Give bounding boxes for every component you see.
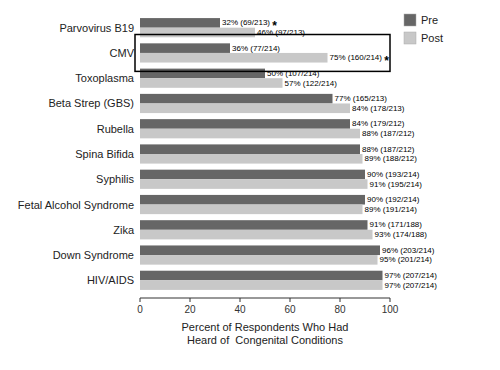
bar [140, 94, 333, 104]
bar [140, 205, 363, 215]
bar [140, 18, 220, 28]
category-label: Fetal Alcohol Syndrome [18, 199, 134, 211]
bar [140, 129, 360, 139]
annotation: * [272, 19, 277, 33]
legend-swatch [404, 14, 416, 26]
tick-label: 40 [234, 304, 246, 315]
tick-label: 100 [382, 304, 399, 315]
data-label: 96% (203/214) [382, 246, 435, 255]
category-label: CMV [110, 47, 135, 59]
x-axis: 0 20 40 60 80 100 [137, 298, 399, 315]
data-label: 90% (193/214) [367, 170, 420, 179]
category-label: Rubella [97, 123, 135, 135]
axis-title: Percent of Respondents Who HadHeard of C… [182, 321, 349, 346]
tick-label: 60 [284, 304, 296, 315]
bar [140, 154, 363, 164]
bar [140, 119, 350, 129]
category-label: Down Syndrome [53, 249, 134, 261]
axis-line [140, 298, 390, 299]
bar [140, 170, 365, 180]
bar [140, 230, 373, 240]
category-label: Beta Strep (GBS) [48, 97, 134, 109]
data-label: 50% (107/214) [267, 69, 320, 78]
category-label: HIV/AIDS [87, 274, 134, 286]
bar [140, 78, 283, 88]
category-label: Parvovirus B19 [59, 22, 134, 34]
bars [140, 18, 383, 290]
tick-mark [140, 298, 141, 302]
bar [140, 220, 368, 230]
tick-mark [190, 298, 191, 302]
bar [140, 245, 380, 255]
chart: 0 20 40 60 80 100 Percent of Respondents Who H… [0, 0, 500, 370]
data-label: 88% (187/212) [362, 129, 415, 138]
data-label: 89% (188/212) [365, 154, 418, 163]
data-label: 57% (122/214) [285, 79, 338, 88]
data-label: 84% (179/212) [352, 119, 405, 128]
annotation: * [384, 54, 389, 68]
tick-mark [340, 298, 341, 302]
tick-mark [290, 298, 291, 302]
tick-mark [240, 298, 241, 302]
data-labels: 97% (207/214)96% (203/214)91% (171/188)9… [222, 18, 437, 289]
data-label: 97% (207/214) [385, 271, 438, 280]
category-label: Toxoplasma [75, 72, 135, 84]
tick-label: 80 [334, 304, 346, 315]
tick-mark [390, 298, 391, 302]
highlight-box [135, 35, 390, 72]
data-label: 97% (207/214) [385, 281, 438, 290]
bar [140, 195, 365, 205]
legend-label: Post [421, 32, 443, 44]
legend-label: Pre [421, 14, 438, 26]
legend: Pre Post [404, 14, 443, 44]
data-label: 95% (201/214) [380, 255, 433, 264]
data-label: 46% (97/213) [257, 28, 305, 37]
bar [140, 53, 328, 63]
category-label: Spina Bifida [75, 148, 135, 160]
bar [140, 271, 383, 281]
bar [140, 43, 230, 53]
category-label: Syphilis [96, 173, 134, 185]
data-label: 89% (191/214) [365, 205, 418, 214]
data-label: 75% (160/214) [330, 53, 383, 62]
bar [140, 144, 360, 154]
legend-swatch [404, 32, 416, 44]
bar [140, 69, 265, 79]
data-label: 91% (171/188) [370, 220, 423, 229]
data-label: 90% (192/214) [367, 195, 420, 204]
bar [140, 28, 255, 38]
bar [140, 255, 378, 265]
data-label: 77% (165/213) [335, 94, 388, 103]
data-label: 84% (178/213) [352, 104, 405, 113]
data-label: 88% (187/212) [362, 145, 415, 154]
bar [140, 179, 368, 189]
tick-label: 20 [184, 304, 196, 315]
data-label: 91% (195/214) [370, 180, 423, 189]
data-label: 32% (69/213) [222, 18, 270, 27]
tick-label: 0 [137, 304, 143, 315]
bar [140, 103, 350, 113]
bar [140, 280, 383, 290]
category-label: Zika [113, 224, 135, 236]
data-label: 93% (174/188) [375, 230, 428, 239]
data-label: 36% (77/214) [232, 44, 280, 53]
